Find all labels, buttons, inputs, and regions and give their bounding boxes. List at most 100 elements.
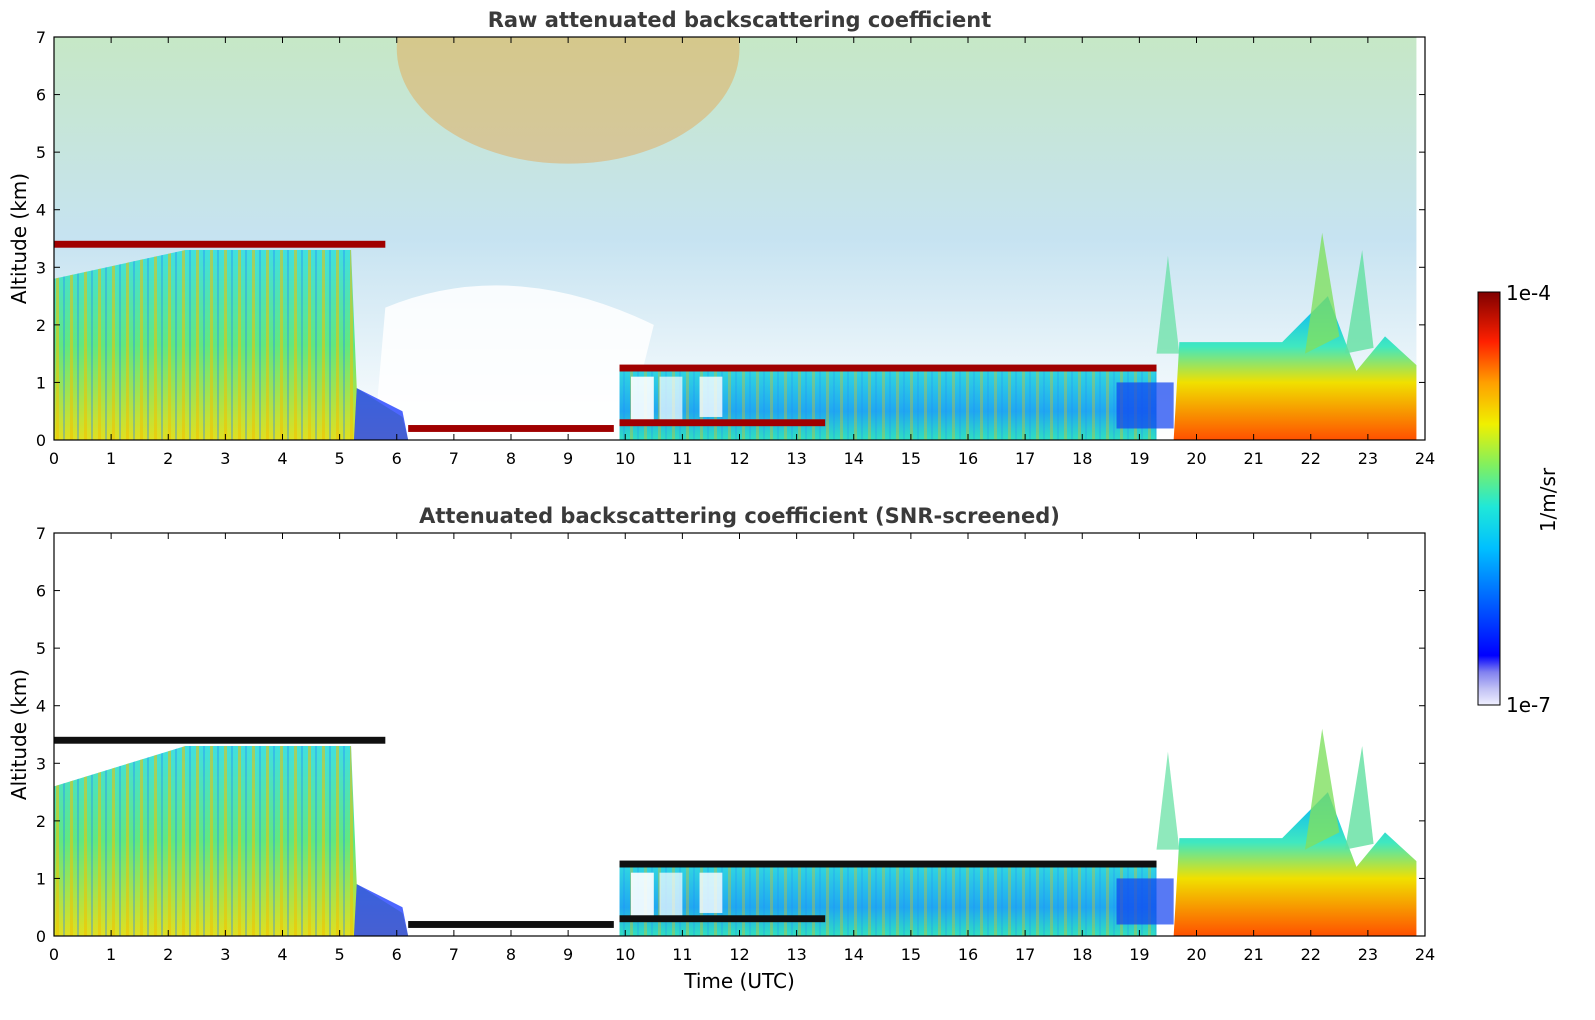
cloud-layer-2: [408, 425, 614, 432]
clear-gap: [373, 285, 654, 440]
colorbar-min-label: 1e-7: [1506, 693, 1551, 717]
x-tick-label: 3: [220, 449, 230, 468]
x-tick-label: 15: [901, 449, 921, 468]
solar-noise: [396, 37, 740, 164]
x-tick-label: 22: [1301, 449, 1321, 468]
x-tick-label: 11: [672, 945, 692, 964]
x-tick-label: 20: [1186, 449, 1206, 468]
x-tick-label: 5: [335, 449, 345, 468]
x-tick-label: 15: [901, 945, 921, 964]
x-tick-label: 23: [1358, 945, 1378, 964]
x-tick-label: 20: [1186, 945, 1206, 964]
evening-blue: [1116, 878, 1174, 925]
cloud-layer-3: [619, 364, 1157, 372]
convective-plume-1: [1305, 232, 1340, 354]
heatmap-field: [54, 37, 1417, 440]
y-tick-label: 6: [36, 582, 46, 601]
x-tick-label: 3: [220, 945, 230, 964]
clear-notch-3: [699, 376, 723, 417]
cloud-layer-1: [54, 240, 386, 248]
y-tick-label: 4: [36, 201, 46, 220]
convective-plume-3: [1156, 255, 1180, 354]
colorbar-gradient: [1477, 291, 1501, 706]
x-tick-label: 13: [786, 945, 806, 964]
residual-layer: [353, 884, 409, 936]
boundary-layer-streaks: [54, 746, 357, 936]
x-tick-label: 17: [1015, 945, 1035, 964]
colorbar: 1e-4 1e-7 1/m/sr: [1477, 281, 1560, 717]
colorbar-unit-label: 1/m/sr: [1536, 467, 1560, 532]
x-tick-label: 7: [449, 449, 459, 468]
convective-plume-2: [1345, 250, 1374, 354]
residual-layer: [353, 388, 409, 440]
cloud-layer-1: [54, 736, 386, 744]
panel-title: Raw attenuated backscattering coefficien…: [488, 8, 992, 32]
convective-plume-1: [1305, 728, 1340, 850]
x-tick-label: 6: [392, 945, 402, 964]
y-tick-label: 7: [36, 524, 46, 543]
raw-backscatter-panel: 0 1 2 3 4 5 6 7 8 9 10 11 12 13 14 15 16 17 18 19 20 21 22 23 24…: [7, 8, 1435, 468]
x-tick-label: 12: [729, 449, 749, 468]
evening-blue: [1116, 382, 1174, 429]
x-tick-label: 9: [563, 449, 573, 468]
x-tick-label: 21: [1243, 449, 1263, 468]
clear-notch-1: [630, 376, 654, 420]
x-axis-label: Time (UTC): [683, 969, 795, 993]
snr-screened-panel: 0 1 2 3 4 5 6 7 8 9 10 11 12 13 14 15 16 17 18 19 20 21 22 23 24…: [7, 504, 1435, 993]
heatmap-field: [54, 728, 1417, 936]
y-axis-label: Altitude (km): [7, 173, 31, 304]
x-tick-label: 18: [1072, 945, 1092, 964]
x-tick-label: 0: [49, 945, 59, 964]
x-tick-label: 22: [1301, 945, 1321, 964]
y-tick-label: 6: [36, 86, 46, 105]
x-tick-label: 21: [1243, 945, 1263, 964]
y-tick-label: 5: [36, 143, 46, 162]
x-tick-label: 9: [563, 945, 573, 964]
x-tick-label: 14: [844, 945, 864, 964]
y-tick-label: 1: [36, 869, 46, 888]
clear-notch-3: [699, 872, 723, 913]
convective-plume-2: [1345, 746, 1374, 850]
x-tick-label: 24: [1415, 945, 1435, 964]
y-tick-label: 4: [36, 697, 46, 716]
y-axis-label: Altitude (km): [7, 669, 31, 800]
panel-title: Attenuated backscattering coefficient (S…: [419, 504, 1060, 528]
x-tick-label: 1: [106, 449, 116, 468]
y-tick-label: 2: [36, 812, 46, 831]
x-tick-label: 18: [1072, 449, 1092, 468]
x-tick-label: 4: [277, 449, 287, 468]
evening-boundary-layer: [1173, 296, 1417, 440]
x-tick-label: 8: [506, 449, 516, 468]
y-tick-label: 2: [36, 316, 46, 335]
colorbar-max-label: 1e-4: [1506, 281, 1551, 305]
y-tick-label: 3: [36, 754, 46, 773]
cloud-layer-2: [408, 921, 614, 928]
boundary-layer-streaks: [54, 250, 357, 440]
x-tick-label: 10: [615, 945, 635, 964]
x-tick-label: 5: [335, 945, 345, 964]
x-tick-label: 8: [506, 945, 516, 964]
y-tick-label: 1: [36, 373, 46, 392]
x-tick-label: 23: [1358, 449, 1378, 468]
clear-notch-2: [659, 872, 683, 916]
x-tick-label: 19: [1129, 449, 1149, 468]
x-tick-label: 7: [449, 945, 459, 964]
y-tick-label: 7: [36, 28, 46, 47]
x-tick-label: 16: [958, 945, 978, 964]
clear-notch-1: [630, 872, 654, 916]
x-tick-label: 11: [672, 449, 692, 468]
x-tick-label: 10: [615, 449, 635, 468]
convective-plume-3: [1156, 751, 1180, 850]
y-tick-label: 0: [36, 927, 46, 946]
x-tick-label: 13: [786, 449, 806, 468]
x-tick-label: 16: [958, 449, 978, 468]
x-tick-label: 1: [106, 945, 116, 964]
clear-notch-2: [659, 376, 683, 420]
x-tick-label: 2: [163, 945, 173, 964]
x-tick-label: 6: [392, 449, 402, 468]
y-tick-label: 0: [36, 431, 46, 450]
x-tick-label: 2: [163, 449, 173, 468]
x-tick-label: 4: [277, 945, 287, 964]
cloud-layer-4: [619, 915, 826, 923]
